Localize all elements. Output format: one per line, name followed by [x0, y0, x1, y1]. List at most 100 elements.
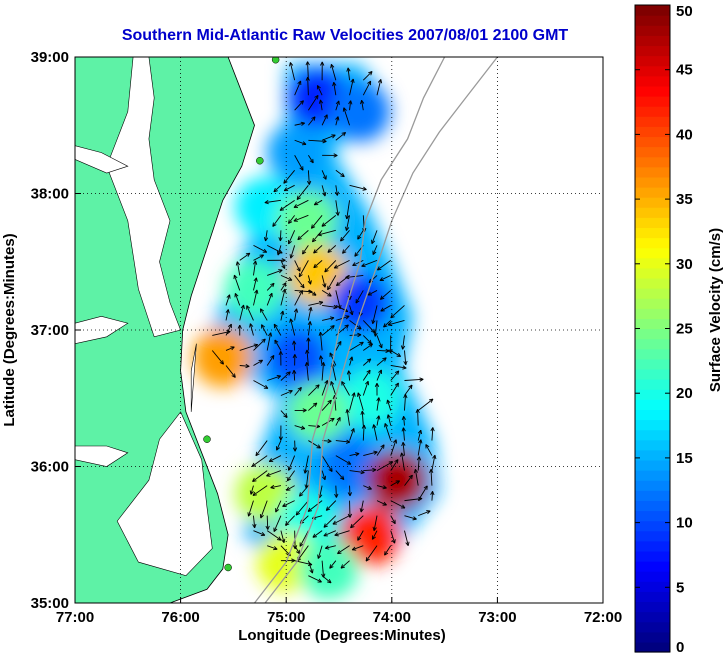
- colorbar-band: [635, 146, 670, 158]
- velocity-arrow: [401, 427, 406, 441]
- velocity-arrow: [308, 116, 316, 126]
- velocity-arrow: [308, 440, 321, 449]
- velocity-arrow: [294, 121, 305, 126]
- velocity-arrow: [367, 290, 378, 296]
- colorbar-band: [635, 419, 670, 431]
- velocity-arrow: [279, 199, 295, 211]
- velocity-arrow: [417, 485, 428, 501]
- isobath: [264, 57, 498, 603]
- colorbar-band: [635, 308, 670, 319]
- velocity-arrow: [351, 545, 364, 551]
- colorbar-band: [635, 227, 670, 239]
- velocity-arrow: [267, 258, 286, 263]
- x-axis-label: Longitude (Degrees:Minutes): [238, 627, 446, 644]
- velocity-arrow: [278, 351, 283, 366]
- velocity-arrow: [306, 337, 311, 351]
- velocity-arrow: [425, 444, 433, 456]
- velocity-arrow: [429, 469, 434, 486]
- velocity-arrow: [347, 485, 353, 497]
- velocity-arrow: [335, 416, 341, 426]
- velocity-arrow: [293, 214, 309, 222]
- velocity-arrow: [376, 397, 381, 411]
- colorbar-tick-label: 0: [676, 639, 684, 656]
- velocity-arrow: [280, 260, 286, 269]
- velocity-arrow: [251, 455, 268, 467]
- velocity-arrow: [335, 439, 351, 444]
- velocity-arrow: [372, 424, 378, 441]
- velocity-arrow: [289, 245, 296, 259]
- velocity-arrow: [249, 323, 254, 336]
- bay-water: [190, 343, 197, 412]
- colorbar-band: [635, 207, 670, 218]
- velocity-arrow: [373, 320, 378, 337]
- colorbar-band: [635, 490, 670, 501]
- velocity-arrow: [376, 369, 383, 381]
- velocity-arrow: [294, 80, 302, 96]
- velocity-arrow: [321, 325, 335, 336]
- velocity-arrow: [280, 288, 287, 306]
- radar-station: [203, 435, 211, 443]
- velocity-arrow: [280, 282, 287, 291]
- velocity-arrow: [376, 485, 387, 490]
- colorbar-tick-label: 35: [676, 191, 693, 208]
- velocity-arrow: [404, 530, 410, 546]
- coverage-footprint: [201, 63, 440, 583]
- velocity-arrow: [265, 515, 270, 530]
- velocity-arrow: [318, 99, 324, 111]
- colorbar-band: [635, 389, 670, 400]
- velocity-arrow: [267, 375, 282, 381]
- velocity-arrow: [312, 530, 323, 538]
- velocity-arrow: [363, 485, 372, 490]
- velocity-arrow: [357, 530, 364, 541]
- velocity-arrow: [253, 254, 264, 261]
- velocity-arrow: [379, 290, 392, 300]
- colorbar-band: [635, 470, 670, 481]
- velocity-arrow: [404, 377, 424, 382]
- velocity-arrow: [289, 62, 296, 81]
- velocity-arrow: [390, 530, 396, 544]
- velocity-arrow: [362, 71, 373, 81]
- velocity-arrow: [430, 427, 435, 441]
- velocity-arrow: [431, 454, 437, 471]
- velocity-arrow: [363, 343, 374, 351]
- velocity-arrow: [280, 310, 285, 321]
- velocity-arrow: [310, 215, 323, 229]
- velocity-arrow: [266, 282, 275, 291]
- velocity-arrow: [294, 155, 304, 171]
- velocity-arrow: [418, 510, 431, 517]
- velocity-arrow: [259, 500, 268, 519]
- velocity-arrow: [376, 415, 381, 426]
- velocity-arrow: [342, 107, 350, 126]
- velocity-arrow: [308, 384, 320, 396]
- velocity-arrow: [335, 455, 352, 465]
- velocity-arrow: [401, 416, 407, 426]
- x-tick-label: 72:00: [584, 609, 622, 626]
- velocity-arrow: [345, 200, 351, 220]
- grid-lines: [75, 57, 603, 603]
- velocity-arrow: [286, 485, 295, 491]
- velocity-arrow: [286, 470, 296, 482]
- x-axis-ticks: 77:00 76:00 75:00 74:00 73:00 72:00: [56, 597, 622, 626]
- velocity-arrow: [332, 81, 337, 96]
- velocity-arrow: [335, 116, 340, 126]
- velocity-arrow: [303, 455, 309, 474]
- velocity-arrow: [376, 260, 392, 271]
- velocity-region: [192, 327, 253, 388]
- velocity-arrow: [280, 371, 291, 381]
- velocity-arrow: [349, 452, 360, 457]
- velocity-arrow: [346, 67, 351, 81]
- velocity-arrow: [276, 440, 282, 451]
- radar-station: [224, 563, 232, 572]
- velocity-arrow: [349, 78, 355, 96]
- colorbar-band: [635, 5, 670, 16]
- velocity-arrow: [362, 380, 370, 396]
- velocity-arrow: [225, 294, 231, 306]
- velocity-arrow: [400, 335, 406, 350]
- velocity-arrow: [372, 515, 378, 532]
- velocity-arrow: [239, 363, 250, 369]
- velocity-arrow: [294, 408, 307, 413]
- velocity-arrow: [321, 134, 336, 141]
- velocity-arrow: [321, 275, 327, 288]
- velocity-arrow: [376, 335, 383, 349]
- colorbar-band: [635, 176, 670, 188]
